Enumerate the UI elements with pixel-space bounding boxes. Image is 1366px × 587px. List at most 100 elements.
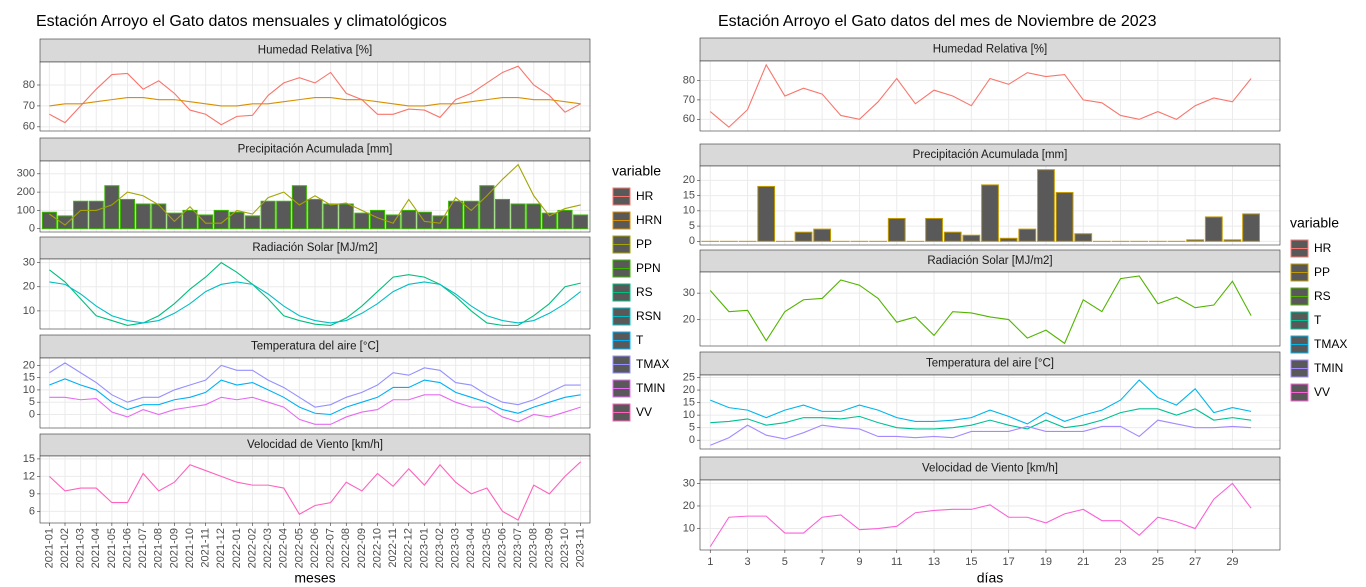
x-tick-label: 2022-04 — [278, 528, 290, 568]
legend-label: VV — [636, 405, 652, 419]
line — [709, 275, 1252, 345]
bar — [999, 237, 1018, 242]
x-tick-label: 2022-08 — [340, 528, 352, 568]
y-tick-label: 300 — [17, 168, 35, 180]
x-tick-label: 2023-02 — [434, 528, 446, 568]
line — [49, 394, 581, 425]
bar — [323, 203, 339, 230]
line — [710, 379, 1252, 425]
legend-label: TMIN — [636, 381, 665, 395]
y-tick-label: 100 — [17, 204, 35, 216]
line — [709, 63, 1252, 128]
x-tick-label: 2023-09 — [543, 528, 555, 568]
y-tick-label: 6 — [29, 505, 35, 517]
chart-title: Estación Arroyo el Gato datos del mes de… — [718, 13, 1157, 30]
bar — [213, 209, 229, 230]
bar — [401, 209, 417, 230]
line — [49, 281, 581, 324]
bar — [1186, 239, 1205, 242]
x-axis-title: días — [977, 570, 1003, 586]
x-tick-label: 17 — [1003, 556, 1015, 568]
y-tick-label: 5 — [29, 396, 35, 408]
bar — [244, 215, 261, 230]
y-tick-label: 5 — [689, 422, 695, 434]
bar — [119, 198, 136, 230]
panel-border — [39, 258, 591, 330]
legend-label: T — [1314, 313, 1322, 327]
x-tick-label: 13 — [928, 556, 940, 568]
bar — [276, 200, 292, 230]
panel-border — [699, 479, 1281, 551]
x-tick-label: 2021-02 — [59, 528, 71, 568]
bar — [813, 228, 832, 242]
bar — [229, 211, 245, 230]
y-tick-label: 20 — [23, 359, 35, 371]
x-axis-title: meses — [294, 570, 335, 586]
y-tick-label: 0 — [689, 235, 695, 247]
y-tick-label: 15 — [683, 189, 695, 201]
strip-title: Humedad Relativa [%] — [933, 44, 1047, 56]
bar — [88, 200, 104, 230]
legend-label: HR — [636, 189, 654, 203]
x-tick-label: 2021-06 — [121, 528, 133, 568]
legend-title: variable — [612, 163, 661, 179]
bar — [448, 200, 464, 230]
x-tick-label: 11 — [891, 556, 902, 568]
y-tick-label: 10 — [683, 205, 695, 217]
y-tick-label: 30 — [683, 287, 695, 299]
strip-title: Precipitación Acumulada [mm] — [913, 149, 1068, 161]
x-tick-label: 2022-12 — [403, 528, 415, 568]
y-tick-label: 15 — [683, 396, 695, 408]
x-tick-label: 5 — [782, 556, 788, 568]
x-tick-label: 2021-05 — [106, 528, 118, 568]
x-tick-label: 2021-10 — [184, 528, 196, 568]
bar — [510, 203, 526, 230]
x-tick-label: 2021-07 — [137, 528, 149, 568]
panel-border — [699, 60, 1281, 132]
bar — [1242, 213, 1260, 242]
y-tick-label: 0 — [29, 408, 35, 420]
line — [49, 97, 581, 107]
x-tick-label: 7 — [819, 556, 825, 568]
x-tick-label: 9 — [856, 556, 862, 568]
panel — [700, 272, 1280, 346]
strip-title: Temperatura del aire [°C] — [251, 341, 379, 353]
panel — [700, 375, 1280, 449]
bar — [1074, 233, 1093, 242]
panel-border — [699, 271, 1281, 347]
x-tick-label: 23 — [1114, 556, 1126, 568]
line — [49, 378, 581, 416]
bar — [151, 203, 167, 230]
bar — [182, 209, 198, 230]
y-tick-label: 15 — [23, 372, 35, 384]
bar — [757, 185, 776, 242]
bar — [981, 184, 999, 242]
line — [49, 65, 581, 126]
y-tick-label: 5 — [689, 220, 695, 232]
chart-title: Estación Arroyo el Gato datos mensuales … — [36, 13, 447, 30]
strip-title: Velocidad de Viento [km/h] — [922, 463, 1058, 475]
x-tick-label: 2023-11 — [575, 528, 587, 568]
bar — [573, 214, 589, 230]
legend-label: RS — [1314, 289, 1331, 303]
x-tick-label: 2022-05 — [293, 528, 305, 568]
x-tick-label: 2021-09 — [168, 528, 180, 568]
bar — [479, 185, 495, 230]
x-tick-label: 2022-11 — [387, 528, 399, 568]
bar — [541, 212, 557, 230]
bar — [1055, 192, 1074, 242]
x-tick-label: 2023-05 — [481, 528, 493, 568]
y-tick-label: 70 — [23, 100, 35, 112]
x-tick-label: 2021-04 — [90, 528, 102, 568]
y-tick-label: 70 — [683, 94, 695, 106]
strip-title: Temperatura del aire [°C] — [926, 358, 1054, 370]
bar — [338, 203, 354, 230]
x-tick-label: 1 — [707, 556, 713, 568]
bar — [1037, 169, 1055, 242]
x-tick-label: 2023-10 — [559, 528, 571, 568]
panel-border — [699, 165, 1281, 246]
x-tick-label: 2021-08 — [153, 528, 165, 568]
panel-border — [39, 61, 591, 132]
legend-label: RS — [636, 285, 653, 299]
